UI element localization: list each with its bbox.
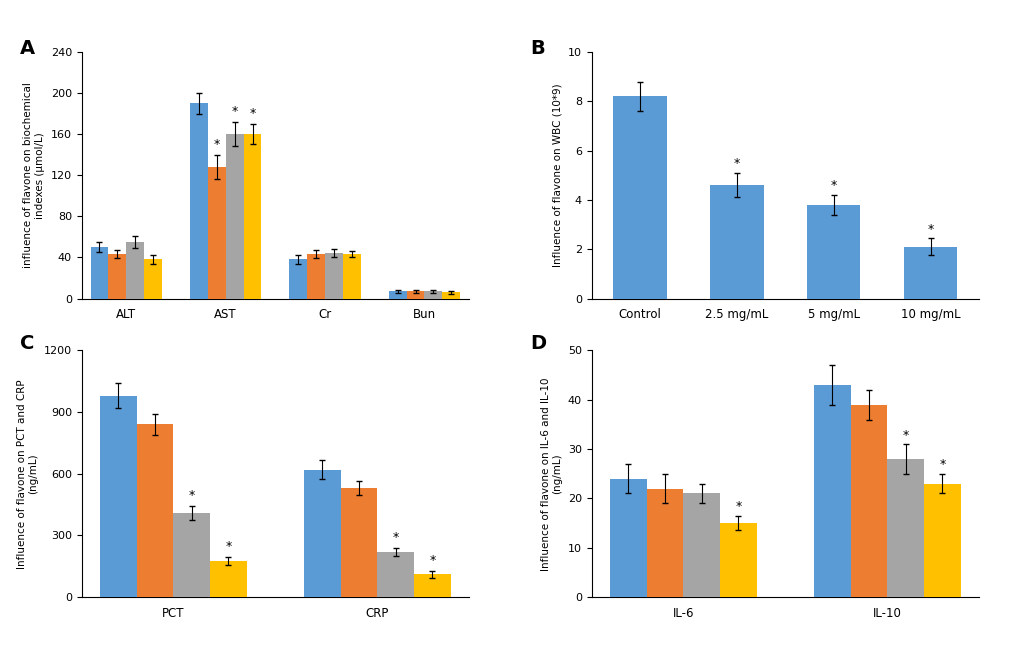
Bar bbox=[388, 291, 407, 299]
Bar bbox=[340, 488, 377, 597]
Y-axis label: influence of flavone on biochemical
indexes (μmol/L): influence of flavone on biochemical inde… bbox=[23, 82, 45, 268]
Bar bbox=[210, 561, 247, 597]
Y-axis label: Influence of flavone on WBC (10*9): Influence of flavone on WBC (10*9) bbox=[551, 84, 561, 267]
Bar bbox=[609, 479, 646, 597]
Y-axis label: Influence of flavone on PCT and CRP
(ng/mL): Influence of flavone on PCT and CRP (ng/… bbox=[16, 379, 38, 569]
Bar bbox=[307, 254, 325, 299]
Bar bbox=[903, 247, 957, 299]
Bar bbox=[377, 552, 414, 597]
Bar bbox=[108, 254, 126, 299]
Bar bbox=[289, 260, 307, 299]
Bar bbox=[887, 459, 923, 597]
Bar bbox=[442, 292, 460, 299]
Bar bbox=[806, 205, 860, 299]
Bar bbox=[813, 385, 850, 597]
Bar bbox=[646, 489, 683, 597]
Text: *: * bbox=[250, 106, 256, 119]
Text: *: * bbox=[733, 157, 740, 170]
Bar bbox=[325, 253, 342, 299]
Bar bbox=[190, 103, 208, 299]
Text: *: * bbox=[902, 429, 908, 442]
Bar bbox=[414, 574, 450, 597]
Bar bbox=[424, 291, 442, 299]
Text: *: * bbox=[829, 180, 837, 193]
Bar bbox=[719, 523, 756, 597]
Text: *: * bbox=[735, 500, 741, 513]
Bar bbox=[407, 291, 424, 299]
Text: *: * bbox=[938, 458, 945, 471]
Bar bbox=[126, 242, 144, 299]
Bar bbox=[923, 484, 960, 597]
Bar bbox=[244, 134, 261, 299]
Text: *: * bbox=[392, 531, 398, 544]
Text: *: * bbox=[189, 489, 195, 502]
Text: A: A bbox=[20, 39, 36, 58]
Text: C: C bbox=[20, 334, 35, 353]
Bar bbox=[173, 513, 210, 597]
Text: B: B bbox=[530, 39, 544, 58]
Bar bbox=[208, 167, 225, 299]
Text: *: * bbox=[225, 540, 231, 553]
Bar bbox=[709, 185, 763, 299]
Bar bbox=[144, 260, 162, 299]
Text: *: * bbox=[213, 138, 220, 151]
Y-axis label: Influence of flavone on IL-6 and IL-10
(ng/mL): Influence of flavone on IL-6 and IL-10 (… bbox=[540, 377, 561, 570]
Bar bbox=[342, 254, 361, 299]
Bar bbox=[91, 247, 108, 299]
Bar bbox=[850, 405, 887, 597]
Legend: Control, 2.5 mg/mL, 5 mg/mL, 10 mg/mL: Control, 2.5 mg/mL, 5 mg/mL, 10 mg/mL bbox=[135, 358, 416, 375]
Text: *: * bbox=[429, 554, 435, 567]
Text: *: * bbox=[926, 223, 933, 236]
Bar bbox=[225, 134, 244, 299]
Bar bbox=[137, 424, 173, 597]
Bar bbox=[100, 396, 137, 597]
Bar bbox=[612, 96, 666, 299]
Bar bbox=[304, 470, 340, 597]
Bar bbox=[683, 493, 719, 597]
Text: *: * bbox=[231, 104, 237, 117]
Text: D: D bbox=[530, 334, 546, 353]
